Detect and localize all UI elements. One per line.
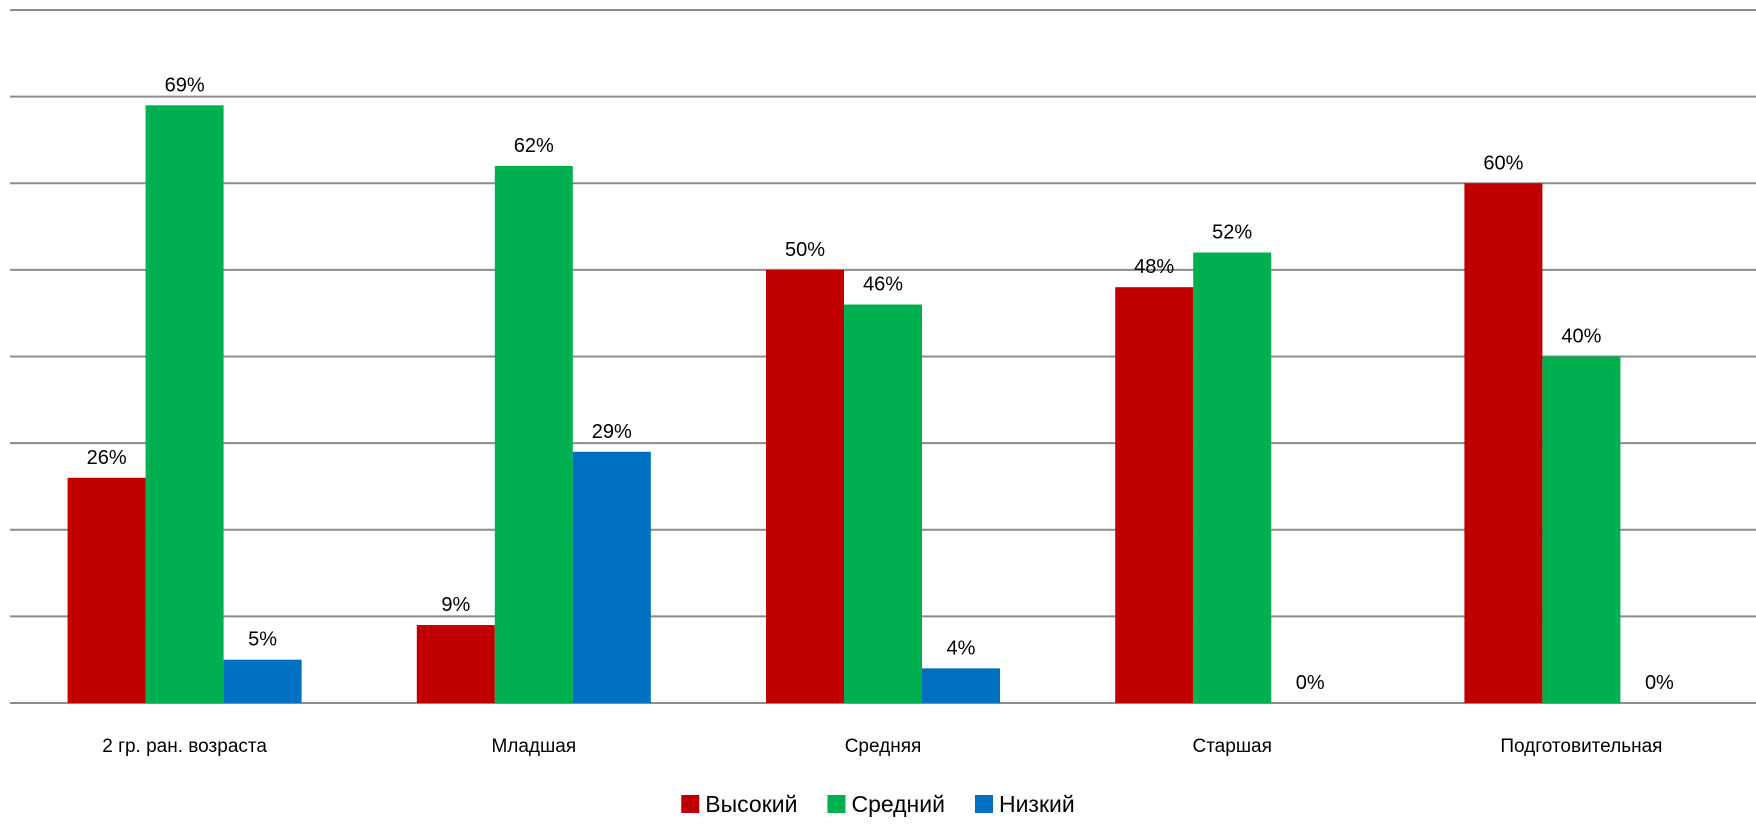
- bars: [67, 105, 1621, 704]
- data-label: 40%: [1561, 326, 1601, 348]
- data-label: 62%: [514, 135, 554, 157]
- bar-1-5: [1464, 183, 1543, 703]
- data-labels: 26% 69% 5% 9% 62% 29% 50% 46% 4% 48% 52% 0% 60% 40% 0%: [87, 74, 1674, 694]
- bar-2-3: [844, 304, 922, 703]
- legend-swatch: [681, 795, 700, 813]
- legend-label: Высокий: [705, 791, 797, 817]
- data-label: 5%: [248, 629, 277, 651]
- data-label: 46%: [863, 274, 903, 296]
- category-label: 2 гр. ран. возраста: [102, 736, 267, 757]
- legend-label: Низкий: [999, 791, 1075, 817]
- data-label: 0%: [1645, 672, 1674, 694]
- bar-2-5: [1542, 356, 1621, 703]
- data-label: 50%: [785, 239, 825, 261]
- data-label: 4%: [947, 637, 976, 659]
- data-label: 29%: [592, 421, 632, 443]
- bar-2-2: [494, 165, 573, 704]
- legend-swatch: [974, 795, 993, 813]
- data-label: 9%: [441, 594, 470, 616]
- bar-3-1: [223, 659, 302, 703]
- bar-3-2: [572, 451, 651, 703]
- category-label: Младшая: [491, 736, 576, 757]
- bar-2-1: [145, 105, 224, 704]
- bar-1-3: [766, 269, 844, 703]
- legend-label: Средний: [851, 791, 945, 817]
- category-label: Средняя: [845, 736, 922, 757]
- data-label: 0%: [1296, 672, 1325, 694]
- legend: Высокий Средний Низкий: [681, 791, 1075, 817]
- category-label: Подготовительная: [1500, 736, 1662, 757]
- bar-1-2: [416, 625, 495, 703]
- data-label: 60%: [1483, 152, 1523, 174]
- category-label: Старшая: [1192, 736, 1271, 757]
- data-label: 26%: [87, 447, 127, 469]
- bar-1-4: [1115, 287, 1194, 703]
- bar-3-3: [922, 668, 1000, 703]
- legend-swatch: [827, 795, 846, 813]
- data-label: 52%: [1212, 222, 1252, 244]
- category-axis-labels: 2 гр. ран. возраста Младшая Средняя Старшая…: [102, 736, 1662, 757]
- data-label: 69%: [165, 74, 205, 96]
- bar-2-4: [1193, 252, 1272, 704]
- bar-1-1: [67, 477, 146, 703]
- data-label: 48%: [1134, 256, 1174, 278]
